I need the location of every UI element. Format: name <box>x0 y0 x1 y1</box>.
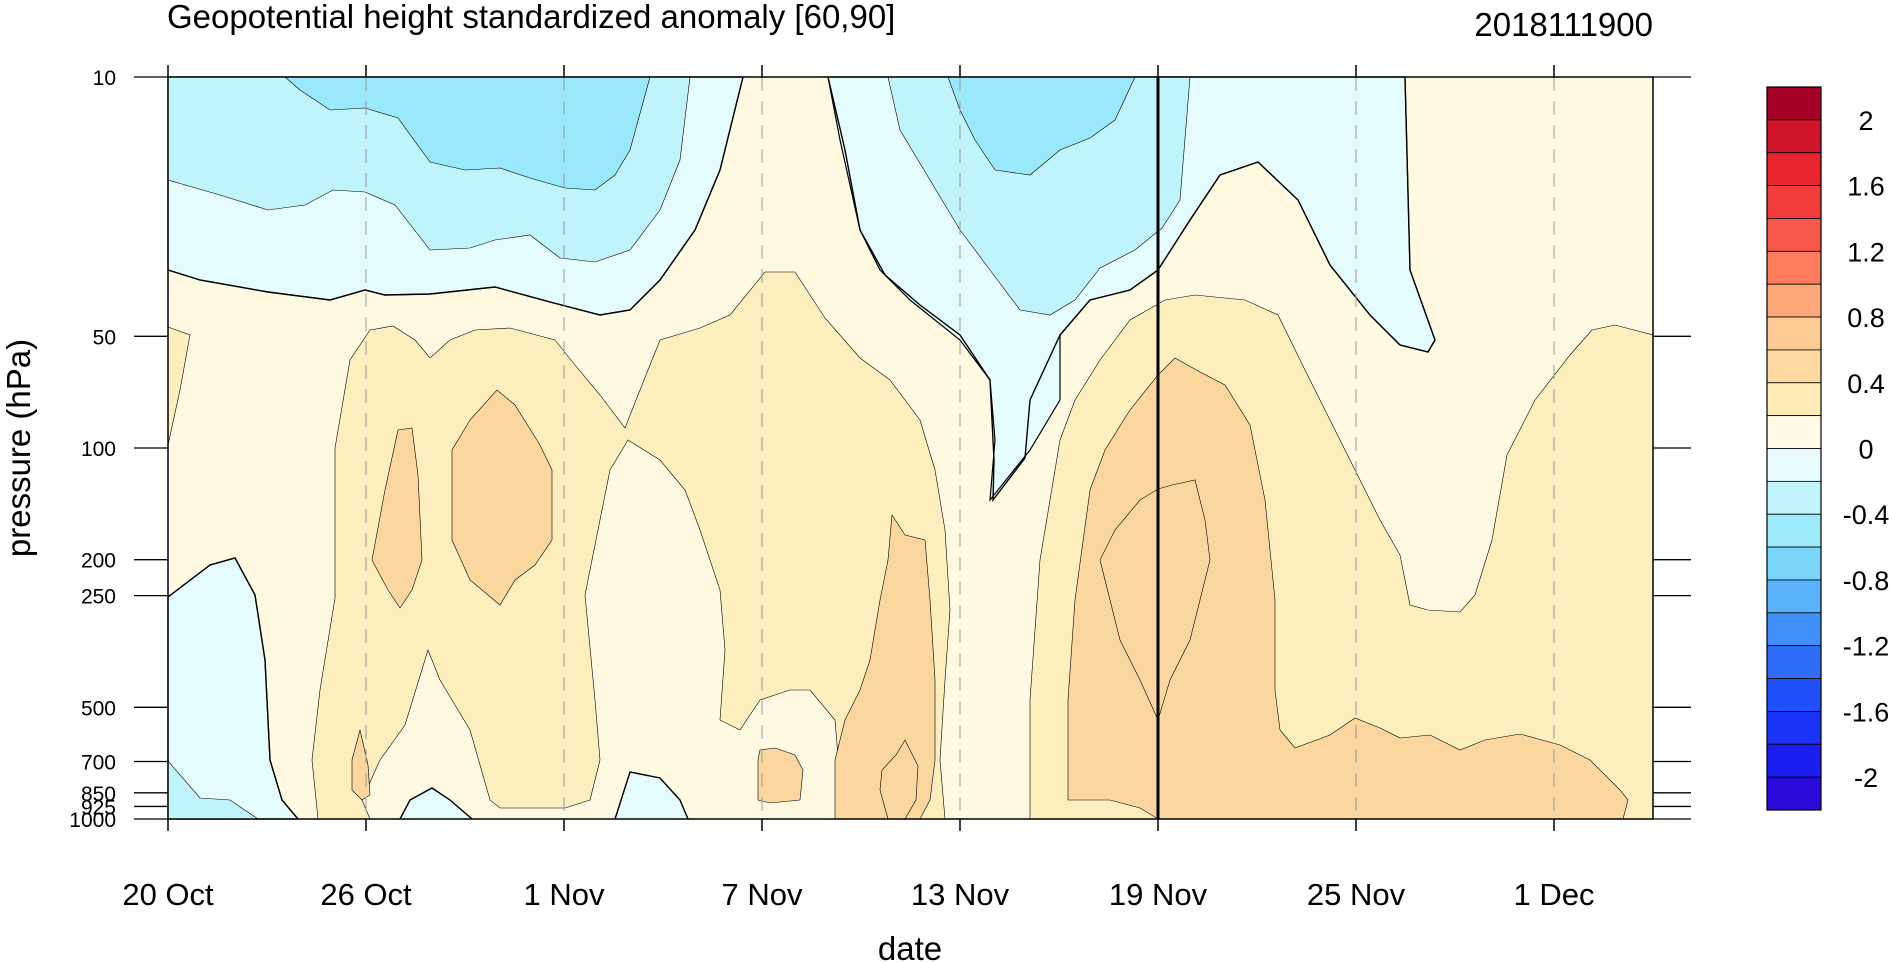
colorbar-swatch <box>1766 513 1822 548</box>
colorbar-swatch <box>1766 711 1822 745</box>
y-tick-label: 1000 <box>69 809 116 832</box>
x-tick-label: 1 Nov <box>524 877 605 912</box>
x-axis-label: date <box>878 930 942 963</box>
x-axis: 20 Oct 26 Oct 1 Nov 7 Nov 13 Nov 19 Nov 25 Nov… <box>122 65 1594 912</box>
colorbar-swatch <box>1766 448 1822 482</box>
y-tick-label: 925 <box>81 796 116 819</box>
x-tick-label: 20 Oct <box>122 877 214 912</box>
region-neg3-top-middle <box>947 76 1136 176</box>
colorbar-swatch <box>1766 152 1822 186</box>
y-tick-label: 50 <box>93 326 116 349</box>
colorbar-swatch <box>1766 612 1822 647</box>
plot-area <box>167 76 1654 820</box>
colorbar-swatch <box>1766 382 1822 417</box>
colorbar-label: -0.4 <box>1843 500 1889 530</box>
zero-contour-small-1 <box>399 787 473 820</box>
colorbar-label: 0.8 <box>1847 303 1885 333</box>
colorbar-swatch <box>1766 678 1822 712</box>
y-axis-label: pressure (hPa) <box>0 339 37 557</box>
region-neg2-top-middle <box>887 76 1191 316</box>
zero-contour-left <box>167 557 299 820</box>
zero-contour-small-2 <box>614 771 689 820</box>
colorbar: 2 1.6 1.2 0.8 0.4 0 -0.4 -0.8 -1.2 -1.6 -2 <box>1766 86 1889 811</box>
x-tick-label: 25 Nov <box>1307 877 1406 912</box>
contour-outline-2 <box>1099 479 1211 721</box>
colorbar-label: 1.6 <box>1847 172 1885 202</box>
y-tick-label: 100 <box>81 438 116 461</box>
colorbar-swatch <box>1766 579 1822 614</box>
y-tick-label: 10 <box>93 67 116 90</box>
colorbar-label: 1.2 <box>1847 237 1885 267</box>
x-tick-label: 26 Oct <box>320 877 412 912</box>
contour-outline-1 <box>879 739 919 820</box>
zero-contour-top <box>167 76 744 316</box>
y-tick-label: 250 <box>81 586 116 609</box>
x-tick-label: 7 Nov <box>722 877 803 912</box>
region-pos2-right <box>1067 357 1629 820</box>
colorbar-swatch <box>1766 743 1822 778</box>
colorbar-swatch <box>1766 415 1822 449</box>
colorbar-swatch <box>1766 645 1822 679</box>
region-neg3-top-left <box>284 76 651 191</box>
colorbar-swatch <box>1766 119 1822 154</box>
region-pos2-mid <box>834 514 936 820</box>
colorbar-label: -0.8 <box>1843 566 1889 596</box>
region-pos-main-left <box>311 271 951 820</box>
region-pos2-left-1 <box>371 427 423 609</box>
vertical-gridlines <box>365 77 1555 819</box>
colorbar-swatch <box>1766 185 1822 219</box>
colorbar-swatch <box>1766 86 1822 121</box>
colorbar-swatch <box>1766 349 1822 384</box>
colorbar-label: 0.4 <box>1847 369 1885 399</box>
colorbar-swatch <box>1766 316 1822 351</box>
colorbar-label: 0 <box>1858 435 1873 465</box>
date-label: 2018111900 <box>1474 6 1653 43</box>
zero-contour-mid <box>827 76 1436 503</box>
chart-title: Geopotential height standardized anomaly… <box>167 0 895 35</box>
y-tick-label: 200 <box>81 550 116 573</box>
y-tick-label: 700 <box>81 752 116 775</box>
colorbar-swatch <box>1766 218 1822 252</box>
x-tick-label: 1 Dec <box>1514 877 1595 912</box>
colorbar-swatch <box>1766 776 1822 811</box>
y-tick-label: 500 <box>81 697 116 720</box>
y-tick-label: 850 <box>81 783 116 806</box>
colorbar-label: -1.6 <box>1843 697 1889 727</box>
colorbar-swatch <box>1766 480 1822 515</box>
colorbar-label: 2 <box>1858 106 1873 136</box>
x-tick-label: 13 Nov <box>911 877 1010 912</box>
colorbar-frame <box>1766 86 1822 811</box>
colorbar-swatch <box>1766 546 1822 581</box>
colorbar-swatch <box>1766 283 1822 318</box>
x-tick-label: 19 Nov <box>1109 877 1208 912</box>
colorbar-swatch <box>1766 250 1822 285</box>
colorbar-label: -1.2 <box>1843 632 1889 662</box>
region-pos2-left-2 <box>451 389 553 606</box>
colorbar-label: -2 <box>1854 763 1878 793</box>
